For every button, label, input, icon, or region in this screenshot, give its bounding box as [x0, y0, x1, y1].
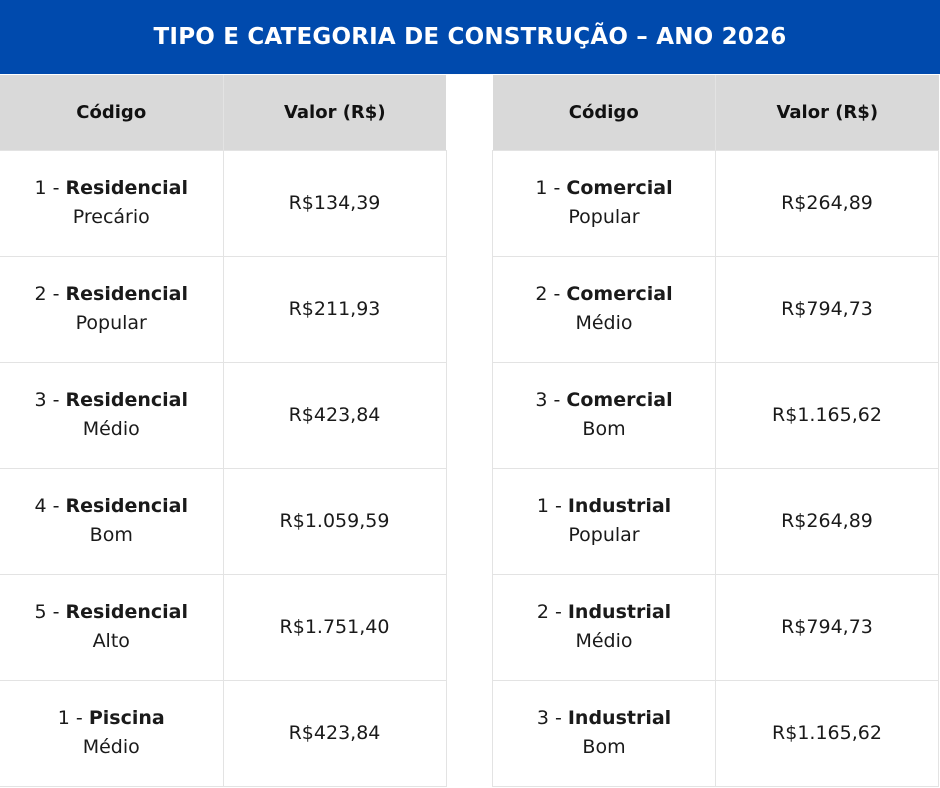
commercial-industrial-table: Código Valor (R$) 1 - Comercial Popular R…	[492, 75, 939, 787]
column-header-value: Valor (R$)	[223, 75, 446, 150]
code-type: Piscina	[88, 707, 165, 729]
code-number: 2 -	[536, 601, 568, 623]
column-header-code: Código	[492, 75, 716, 150]
code-type: Industrial	[567, 601, 672, 623]
code-number: 1 -	[536, 495, 568, 517]
code-cell: 3 - Comercial Bom	[492, 361, 716, 469]
table-row: 1 - Residencial Precário R$134,39	[0, 149, 447, 257]
code-number: 3 -	[536, 707, 568, 729]
table-row: 3 - Residencial Médio R$423,84	[0, 361, 447, 469]
page-title-banner: TIPO E CATEGORIA DE CONSTRUÇÃO – ANO 202…	[0, 0, 940, 74]
residential-table: Código Valor (R$) 1 - Residencial Precári…	[0, 75, 447, 787]
code-number: 1 -	[535, 177, 567, 199]
code-category: Precário	[72, 206, 150, 228]
code-category: Alto	[92, 630, 130, 652]
value-cell: R$211,93	[222, 255, 447, 363]
code-cell: 2 - Industrial Médio	[492, 573, 716, 681]
table-header-row: Código Valor (R$)	[492, 75, 939, 150]
column-header-code: Código	[0, 75, 224, 150]
table-row: 5 - Residencial Alto R$1.751,40	[0, 573, 447, 681]
table-row: 2 - Comercial Médio R$794,73	[492, 255, 939, 363]
code-number: 2 -	[34, 283, 66, 305]
code-category: Popular	[568, 206, 640, 228]
value-cell: R$1.751,40	[222, 573, 447, 681]
code-cell: 4 - Residencial Bom	[0, 467, 224, 575]
table-row: 1 - Industrial Popular R$264,89	[492, 467, 939, 575]
code-type: Comercial	[566, 283, 673, 305]
table-row: 2 - Industrial Médio R$794,73	[492, 573, 939, 681]
code-type: Industrial	[567, 495, 672, 517]
code-cell: 1 - Residencial Precário	[0, 149, 224, 257]
value-cell: R$134,39	[222, 149, 447, 257]
code-number: 3 -	[34, 389, 66, 411]
code-cell: 1 - Industrial Popular	[492, 467, 716, 575]
table-row: 4 - Residencial Bom R$1.059,59	[0, 467, 447, 575]
code-category: Médio	[575, 630, 633, 652]
code-cell: 2 - Residencial Popular	[0, 255, 224, 363]
page-title: TIPO E CATEGORIA DE CONSTRUÇÃO – ANO 202…	[153, 24, 787, 50]
value-cell: R$794,73	[715, 255, 939, 363]
column-header-value: Valor (R$)	[715, 75, 939, 150]
value-cell: R$423,84	[222, 361, 447, 469]
table-row: 1 - Comercial Popular R$264,89	[492, 149, 939, 257]
code-category: Médio	[82, 736, 140, 758]
table-row: 3 - Industrial Bom R$1.165,62	[492, 679, 939, 787]
table-row: 2 - Residencial Popular R$211,93	[0, 255, 447, 363]
code-cell: 1 - Piscina Médio	[0, 679, 224, 787]
code-type: Comercial	[566, 389, 673, 411]
table-row: 1 - Piscina Médio R$423,84	[0, 679, 447, 787]
value-cell: R$1.165,62	[715, 679, 939, 787]
value-cell: R$1.059,59	[222, 467, 447, 575]
code-category: Bom	[89, 524, 133, 546]
code-type: Residencial	[65, 283, 188, 305]
value-cell: R$423,84	[222, 679, 447, 787]
code-cell: 1 - Comercial Popular	[492, 149, 716, 257]
table-header-row: Código Valor (R$)	[0, 75, 446, 150]
code-cell: 5 - Residencial Alto	[0, 573, 224, 681]
code-category: Popular	[568, 524, 640, 546]
code-number: 5 -	[34, 601, 66, 623]
code-type: Residencial	[65, 495, 188, 517]
code-type: Residencial	[65, 389, 188, 411]
code-number: 4 -	[34, 495, 66, 517]
code-category: Popular	[75, 312, 147, 334]
value-cell: R$1.165,62	[715, 361, 939, 469]
code-number: 1 -	[57, 707, 89, 729]
code-cell: 3 - Residencial Médio	[0, 361, 224, 469]
code-cell: 2 - Comercial Médio	[492, 255, 716, 363]
code-category: Bom	[582, 418, 626, 440]
code-cell: 3 - Industrial Bom	[492, 679, 716, 787]
code-category: Médio	[82, 418, 140, 440]
value-cell: R$264,89	[715, 467, 939, 575]
code-category: Bom	[582, 736, 626, 758]
code-type: Industrial	[567, 707, 672, 729]
code-category: Médio	[575, 312, 633, 334]
code-type: Residencial	[65, 177, 188, 199]
code-type: Residencial	[65, 601, 188, 623]
value-cell: R$264,89	[715, 149, 939, 257]
code-number: 1 -	[34, 177, 66, 199]
code-number: 3 -	[535, 389, 567, 411]
code-number: 2 -	[535, 283, 567, 305]
value-cell: R$794,73	[715, 573, 939, 681]
table-row: 3 - Comercial Bom R$1.165,62	[492, 361, 939, 469]
code-type: Comercial	[566, 177, 673, 199]
